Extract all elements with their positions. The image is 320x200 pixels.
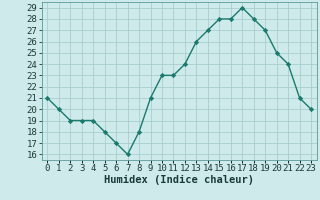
X-axis label: Humidex (Indice chaleur): Humidex (Indice chaleur) (104, 175, 254, 185)
